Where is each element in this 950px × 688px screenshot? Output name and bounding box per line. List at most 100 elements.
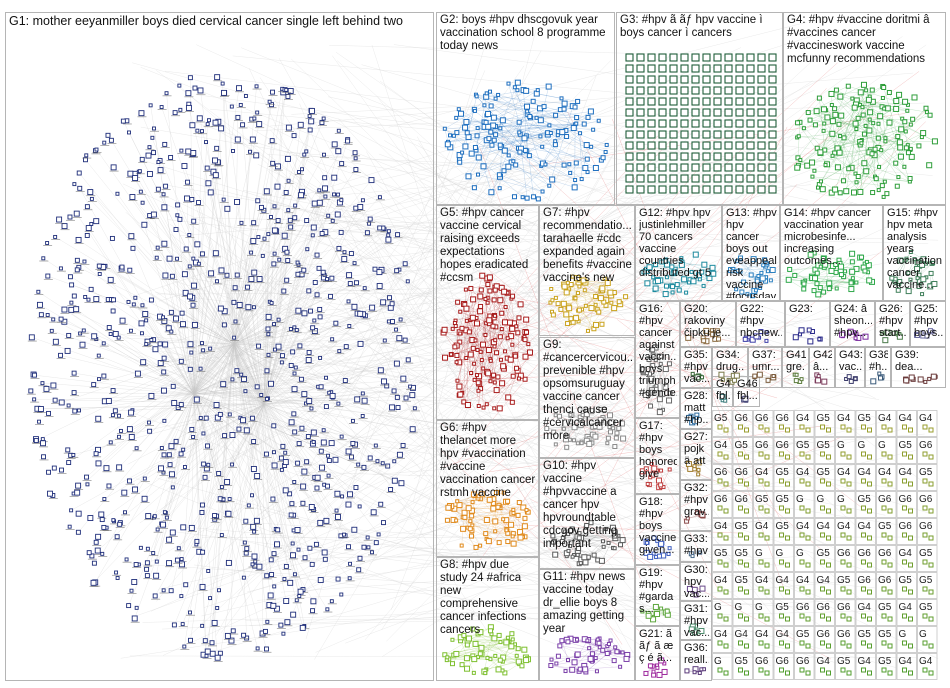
edge [233,186,278,345]
node-g3 [680,64,689,73]
small-group-box [896,653,917,680]
node-small-group [779,505,784,511]
edge [193,393,365,468]
node-g12 [692,251,699,258]
node-g1 [93,296,100,303]
node-g3 [647,53,656,62]
small-group-box [814,572,835,599]
node-small-group [779,451,784,457]
node-g1 [161,192,166,197]
node-g10 [577,531,582,536]
node-g9 [611,426,616,431]
node-g3 [746,185,755,194]
node-g1 [128,328,133,333]
node-g1 [356,462,361,467]
node-g1 [229,104,234,109]
node-g5 [475,380,481,386]
node-g3 [768,174,777,183]
node-g1 [110,413,115,418]
node-g3 [625,86,634,95]
node-g39 [923,379,928,384]
node-g1 [96,353,101,358]
edge [193,393,285,580]
edge [97,403,265,551]
node-g3 [702,130,711,139]
node-g1 [234,272,240,278]
node-g1 [272,251,277,256]
node-g1 [105,398,112,404]
edge [514,87,542,166]
edge [736,261,759,280]
node-g3 [768,97,777,106]
small-group-label: G6 [776,413,790,424]
node-g6 [490,505,497,512]
node-g1 [180,321,186,328]
edge [193,177,335,395]
node-g1 [256,235,261,240]
node-g1 [336,128,341,133]
node-g20 [703,327,710,334]
cross-group-edge [136,478,614,668]
small-group-box [794,626,815,653]
node-g1 [264,573,270,579]
node-g1 [208,270,215,277]
edge [233,343,363,394]
node-g1 [239,220,244,225]
node-g7 [573,315,580,322]
edge [482,319,527,346]
node-g2 [591,127,596,132]
small-group-label: G [837,494,845,505]
node-g14 [862,268,868,274]
node-g1 [270,89,275,95]
node-g1 [281,631,286,636]
node-g1 [287,579,294,586]
node-g2 [559,96,564,101]
node-g40 [719,393,726,400]
node-g11 [574,651,581,658]
node-g25 [924,333,930,339]
edge [524,138,570,165]
node-g2 [564,134,570,140]
node-g1 [391,477,398,484]
node-small-group [717,532,723,538]
node-g4 [908,153,915,160]
node-small-group [861,505,866,511]
edge [70,403,265,456]
small-group-label: G5 [714,413,728,424]
node-g2 [493,132,499,138]
cross-group-edge [361,196,548,282]
node-g1 [346,544,351,550]
node-g1 [334,508,339,513]
node-g1 [221,89,227,96]
edge [677,254,696,285]
node-g1 [28,388,34,394]
node-g2 [474,94,479,99]
edge [457,296,481,381]
node-g12 [652,285,659,292]
node-g11 [587,646,592,651]
edge [224,92,265,405]
node-g1 [243,427,250,434]
node-g5 [478,349,483,354]
node-g4 [828,90,835,97]
edge [263,282,357,405]
node-g9 [606,412,613,419]
node-g1 [241,632,247,638]
group-box-g16 [635,301,680,418]
edge [233,278,332,345]
edge [519,511,528,533]
edge [576,123,586,169]
node-g1 [56,216,63,223]
node-g3 [724,185,733,194]
node-g1 [74,257,80,263]
node-g3 [768,141,777,150]
node-g4 [886,119,893,126]
cross-group-edge [329,143,884,620]
edge [889,92,906,132]
node-g4 [894,183,900,189]
node-g5 [517,301,524,308]
node-g12 [653,262,659,268]
cross-group-edge [249,610,883,626]
node-g6 [492,518,499,525]
node-g3 [713,75,722,84]
